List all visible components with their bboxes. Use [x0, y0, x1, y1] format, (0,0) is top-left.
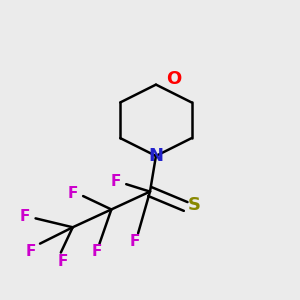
Text: N: N [148, 147, 164, 165]
Text: S: S [188, 196, 200, 214]
Text: F: F [68, 186, 78, 201]
Text: F: F [111, 174, 121, 189]
Text: F: F [20, 209, 30, 224]
Text: F: F [130, 234, 140, 249]
Text: F: F [26, 244, 36, 259]
Text: F: F [57, 254, 68, 269]
Text: F: F [92, 244, 102, 260]
Text: O: O [166, 70, 182, 88]
